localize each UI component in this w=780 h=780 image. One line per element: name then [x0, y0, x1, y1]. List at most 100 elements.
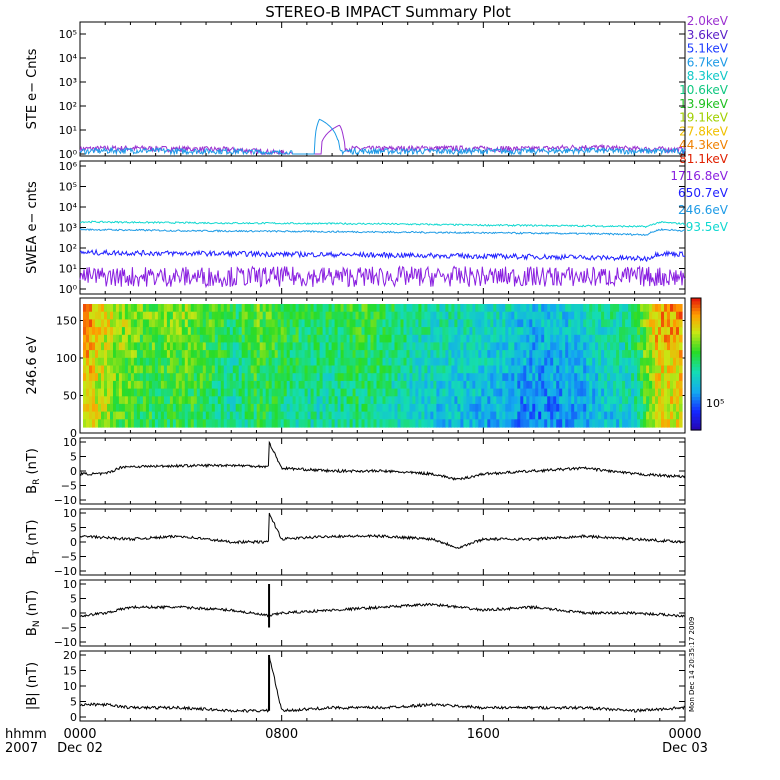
heatmap-cell [364, 304, 369, 313]
y-axis-label: 246.6 eV [25, 336, 40, 394]
heatmap-cell [325, 350, 330, 359]
heatmap-cell [415, 357, 419, 367]
heatmap-cell [370, 403, 375, 413]
heatmap-cell [382, 396, 387, 405]
heatmap-cell [415, 319, 419, 328]
heatmap-cell [484, 373, 488, 382]
heatmap-cell [481, 403, 485, 413]
heatmap-cell [637, 319, 641, 328]
heatmap-cell [457, 342, 461, 351]
heatmap-cell [418, 334, 422, 344]
heatmap-cell [370, 419, 375, 428]
heatmap-cell [505, 396, 509, 405]
heatmap-cell [169, 319, 174, 328]
heatmap-cell [505, 357, 509, 367]
heatmap-cell [274, 380, 279, 390]
heatmap-cell [547, 357, 551, 367]
heatmap-cell [220, 388, 225, 397]
heatmap-cell [331, 373, 336, 382]
heatmap-cell [406, 396, 411, 405]
heatmap-cell [235, 334, 240, 344]
heatmap-cell [214, 388, 219, 397]
heatmap-cell [421, 357, 425, 367]
heatmap-cell [484, 319, 488, 328]
heatmap-cell [466, 319, 470, 328]
heatmap-cell [364, 388, 369, 397]
heatmap-cell [586, 334, 590, 344]
heatmap-cell [343, 411, 348, 420]
heatmap-cell [142, 411, 147, 420]
heatmap-cell [667, 373, 671, 382]
heatmap-cell [226, 311, 231, 320]
heatmap-cell [499, 319, 503, 328]
heatmap-cell [388, 396, 393, 405]
heatmap-cell [412, 373, 416, 382]
heatmap-cell [415, 419, 419, 428]
heatmap-cell [373, 396, 378, 405]
colorbar-step [691, 331, 701, 335]
heatmap-cell [628, 304, 632, 313]
heatmap-cell [397, 357, 402, 367]
heatmap-cell [670, 373, 674, 382]
heatmap-cell [529, 334, 533, 344]
heatmap-cell [95, 327, 99, 336]
heatmap-cell [538, 373, 542, 382]
heatmap-cell [499, 334, 503, 344]
heatmap-cell [310, 350, 315, 359]
heatmap-cell [139, 304, 144, 313]
heatmap-cell [667, 304, 671, 313]
heatmap-cell [127, 357, 132, 367]
heatmap-cell [394, 342, 399, 351]
heatmap-cell [394, 319, 399, 328]
heatmap-cell [523, 365, 527, 374]
heatmap-cell [517, 304, 521, 313]
heatmap-cell [403, 411, 408, 420]
heatmap-cell [274, 396, 279, 405]
y-tick-label: 100 [56, 352, 77, 365]
heatmap-cell [379, 342, 384, 351]
heatmap-cell [355, 388, 360, 397]
heatmap-cell [421, 411, 425, 420]
heatmap-cell [406, 388, 411, 397]
heatmap-cell [307, 396, 312, 405]
heatmap-cell [101, 380, 105, 390]
heatmap-cell [661, 350, 665, 359]
heatmap-cell [571, 419, 575, 428]
heatmap-cell [577, 304, 581, 313]
heatmap-cell [151, 403, 156, 413]
heatmap-cell [244, 403, 249, 413]
heatmap-cell [592, 388, 596, 397]
heatmap-cell [244, 311, 249, 320]
heatmap-cell [208, 365, 213, 374]
heatmap-cell [379, 396, 384, 405]
heatmap-cell [427, 334, 431, 344]
heatmap-cell [439, 327, 443, 336]
heatmap-cell [619, 334, 623, 344]
heatmap-cell [643, 419, 647, 428]
heatmap-cell [646, 319, 650, 328]
heatmap-cell [451, 373, 455, 382]
heatmap-cell [427, 327, 431, 336]
heatmap-cell [175, 304, 180, 313]
heatmap-cell [181, 357, 186, 367]
heatmap-cell [220, 304, 225, 313]
heatmap-cell [460, 365, 464, 374]
heatmap-cell [331, 327, 336, 336]
heatmap-cell [235, 350, 240, 359]
heatmap-cell [307, 350, 312, 359]
heatmap-cell [448, 419, 452, 428]
heatmap-cell [424, 411, 428, 420]
heatmap-cell [157, 327, 162, 336]
heatmap-cell [280, 411, 285, 420]
heatmap-cell [601, 396, 605, 405]
heatmap-cell [271, 304, 276, 313]
heatmap-cell [268, 380, 273, 390]
heatmap-cell [664, 304, 668, 313]
heatmap-cell [424, 319, 428, 328]
heatmap-cell [364, 357, 369, 367]
heatmap-cell [253, 373, 258, 382]
heatmap-cell [130, 396, 135, 405]
heatmap-cell [202, 396, 207, 405]
heatmap-cell [616, 419, 620, 428]
heatmap-cell [598, 396, 602, 405]
